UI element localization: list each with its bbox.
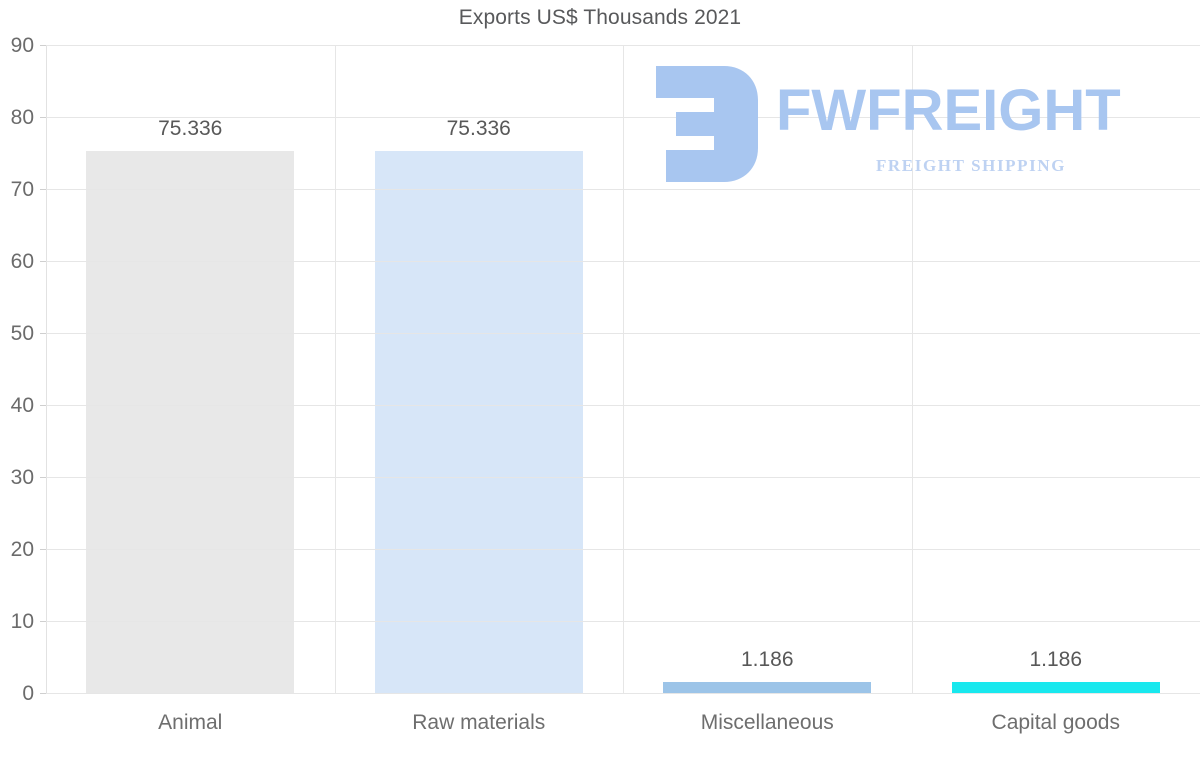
bar-value-label: 75.336	[446, 116, 511, 140]
y-tick-label: 70	[10, 178, 34, 201]
bar-raw-materials[interactable]	[374, 150, 583, 693]
y-tick-label: 50	[10, 322, 34, 345]
y-axis-line	[46, 45, 47, 693]
y-tick-label: 60	[10, 250, 34, 273]
bar-value-label: 1.186	[1029, 648, 1083, 671]
y-tick-mark	[40, 45, 46, 46]
bar-value-label: 75.336	[158, 116, 223, 140]
y-tick-mark	[40, 405, 46, 406]
gridline-vertical	[623, 45, 624, 693]
y-tick-mark	[40, 117, 46, 118]
gridline-horizontal	[46, 693, 1200, 694]
gridline-horizontal	[46, 405, 1200, 406]
y-tick-mark	[40, 333, 46, 334]
y-tick-label: 0	[22, 682, 34, 705]
chart-title: Exports US$ Thousands 2021	[458, 6, 742, 29]
y-tick-label: 20	[10, 538, 34, 561]
y-tick-label: 10	[10, 610, 34, 633]
x-tick-label: Raw materials	[412, 711, 546, 734]
x-tick-label: Capital goods	[991, 711, 1120, 734]
gridline-horizontal	[46, 621, 1200, 622]
y-tick-mark	[40, 477, 46, 478]
y-tick-label: 90	[10, 34, 34, 57]
gridline-horizontal	[46, 477, 1200, 478]
y-tick-label: 40	[10, 394, 34, 417]
gridline-horizontal	[46, 45, 1200, 46]
y-tick-mark	[40, 693, 46, 694]
y-tick-mark	[40, 549, 46, 550]
gridline-horizontal	[46, 333, 1200, 334]
y-tick-mark	[40, 189, 46, 190]
x-tick-label: Miscellaneous	[700, 711, 834, 734]
bar-animal[interactable]	[86, 150, 295, 693]
gridline-horizontal	[46, 117, 1200, 118]
bar-value-label: 1.186	[740, 648, 794, 671]
x-tick-label: Animal	[158, 711, 223, 734]
gridline-horizontal	[46, 549, 1200, 550]
y-tick-mark	[40, 621, 46, 622]
plot-area	[46, 45, 1200, 694]
y-tick-label: 30	[10, 466, 34, 489]
gridline-horizontal	[46, 189, 1200, 190]
gridline-vertical	[335, 45, 336, 693]
bar-miscellaneous[interactable]	[663, 682, 872, 693]
y-tick-label: 80	[10, 106, 34, 129]
gridline-vertical	[912, 45, 913, 693]
gridline-horizontal	[46, 261, 1200, 262]
y-tick-mark	[40, 261, 46, 262]
bar-capital-goods[interactable]	[951, 682, 1160, 693]
